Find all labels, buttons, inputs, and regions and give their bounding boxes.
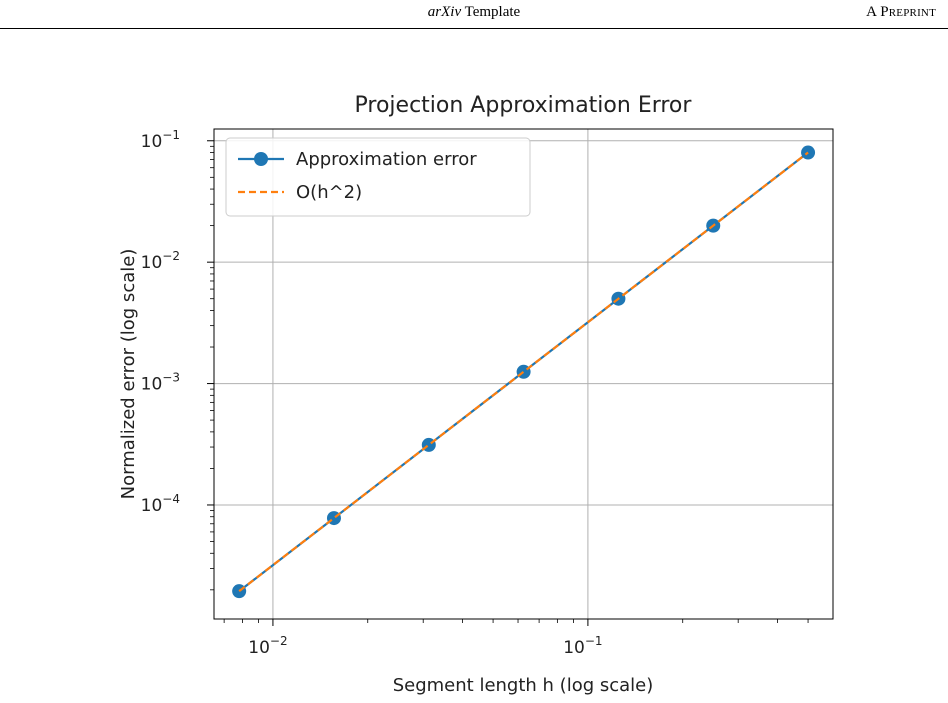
preprint-label: A Preprint <box>866 4 936 20</box>
y-tick-label: 10−2 <box>141 249 180 273</box>
y-tick-label: 10−4 <box>141 492 180 516</box>
y-tick-label: 10−1 <box>141 128 180 152</box>
axes: 10−2 10−1 10−1 10−2 10−3 10−4 <box>141 128 809 658</box>
legend-box <box>225 137 531 217</box>
chart-title: Projection Approximation Error <box>355 93 693 118</box>
journal-name: arXiv <box>427 4 462 20</box>
legend-entry-label: Approximation error <box>296 149 477 170</box>
series-layer <box>232 145 816 599</box>
legend: Approximation error O(h^2) <box>225 137 531 217</box>
x-axis-label: Segment length h (log scale) <box>393 675 654 696</box>
x-tick-label: 10−2 <box>248 634 287 658</box>
template-word: Template <box>461 4 521 20</box>
legend-swatch-marker <box>254 152 268 166</box>
page-header: arXiv Template A Preprint <box>0 0 948 30</box>
running-title: arXiv Template <box>0 4 948 21</box>
y-axis-label: Normalized error (log scale) <box>118 249 139 500</box>
legend-entry-label: O(h^2) <box>296 182 362 203</box>
y-tick-label: 10−3 <box>141 371 180 395</box>
x-tick-label: 10−1 <box>563 634 602 658</box>
series-line-2 <box>238 151 809 593</box>
header-rule <box>0 28 948 29</box>
plot-frame <box>213 128 834 620</box>
